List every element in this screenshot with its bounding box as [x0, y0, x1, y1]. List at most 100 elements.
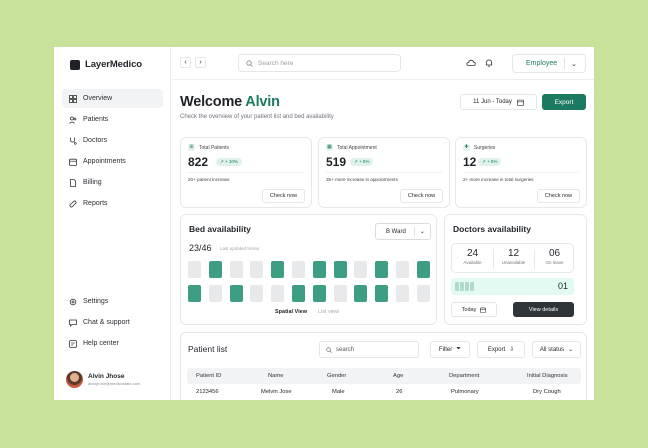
- bed-occupied[interactable]: [333, 261, 347, 278]
- bed-available[interactable]: [250, 261, 264, 278]
- search-input[interactable]: Search here: [238, 54, 401, 72]
- stat-note: 35+ more increase in appointments: [326, 177, 398, 182]
- section-title: Bed availability: [189, 224, 251, 234]
- column-header[interactable]: Patient ID: [196, 373, 222, 379]
- forward-button[interactable]: ›: [195, 57, 206, 68]
- bed-occupied[interactable]: [354, 285, 368, 302]
- page-title: Welcome Alvin: [180, 94, 280, 110]
- sidebar-item-chat-support[interactable]: Chat & support: [62, 313, 163, 332]
- bed-occupied[interactable]: [375, 261, 389, 278]
- stat-change-badge: ↗ + 5%: [478, 158, 502, 166]
- calendar-icon: [69, 158, 77, 166]
- column-header[interactable]: Department: [449, 373, 480, 379]
- bar-slot: [465, 282, 469, 291]
- sidebar-item-label: Settings: [83, 298, 109, 305]
- role-dropdown[interactable]: Employee ⌄: [512, 54, 586, 73]
- check-now-button[interactable]: Check now: [400, 189, 443, 203]
- column-header[interactable]: Age: [393, 373, 404, 379]
- tab-spatial-view[interactable]: Spatial View: [275, 309, 307, 315]
- app-logo[interactable]: LayerMedico: [70, 59, 142, 70]
- bed-occupied[interactable]: [229, 285, 243, 302]
- view-details-button[interactable]: View details: [513, 302, 574, 317]
- bed-occupied[interactable]: [312, 261, 326, 278]
- role-label: Employee: [526, 60, 558, 67]
- bell-icon[interactable]: [484, 58, 494, 68]
- patient-search-input[interactable]: search: [319, 341, 419, 358]
- status-dropdown[interactable]: All status ⌄: [532, 341, 581, 358]
- stat-value: 24: [466, 248, 479, 259]
- last-updated: Last updated 5mins: [220, 246, 260, 251]
- bed-available[interactable]: [416, 285, 430, 302]
- doctors-availability-panel: Doctors availability 24 Available 12 Una…: [444, 214, 587, 325]
- trend-up-icon: ↗: [354, 159, 360, 164]
- sidebar-item-settings[interactable]: Settings: [62, 292, 163, 311]
- sidebar: LayerMedico Overview Patients Doctors Ap…: [54, 47, 171, 400]
- sidebar-item-doctors[interactable]: Doctors: [62, 131, 163, 150]
- bed-occupied[interactable]: [208, 261, 222, 278]
- help-icon: [69, 339, 77, 348]
- divider: [326, 172, 442, 173]
- avatar: [66, 371, 83, 388]
- bed-occupied[interactable]: [271, 261, 285, 278]
- chevron-down-icon: ⌄: [419, 229, 425, 235]
- bed-available[interactable]: [188, 261, 201, 278]
- sidebar-item-appointments[interactable]: Appointments: [62, 152, 163, 171]
- stat-change: + 10%: [225, 159, 238, 164]
- divider: [564, 58, 566, 69]
- back-button[interactable]: ‹: [180, 57, 191, 68]
- stat-change-badge: ↗ + 5%: [350, 158, 374, 166]
- filter-button[interactable]: Filter ⏷: [430, 341, 470, 358]
- bed-available[interactable]: [229, 261, 243, 278]
- stat-note: 20+ patient increase: [188, 177, 230, 182]
- cloud-icon[interactable]: [466, 58, 476, 68]
- bed-occupied[interactable]: [416, 261, 430, 278]
- column-header[interactable]: Gender: [327, 373, 347, 379]
- bed-available[interactable]: [208, 285, 222, 302]
- sidebar-item-reports[interactable]: Reports: [62, 194, 163, 213]
- bed-available[interactable]: [292, 261, 305, 278]
- check-now-button[interactable]: Check now: [537, 189, 580, 203]
- export-button[interactable]: Export: [542, 94, 586, 110]
- scalpel-icon: ✚: [463, 144, 470, 151]
- stat-value: 519: [326, 155, 347, 169]
- date-range-picker[interactable]: 11 Jun - Today: [460, 94, 537, 110]
- bar-slot: [460, 282, 464, 291]
- sidebar-item-overview[interactable]: Overview: [62, 89, 163, 108]
- bed-occupied[interactable]: [312, 285, 326, 302]
- check-now-button[interactable]: Check now: [262, 189, 305, 203]
- bed-available[interactable]: [354, 261, 368, 278]
- chat-icon: [69, 319, 77, 327]
- bed-available[interactable]: [271, 285, 285, 302]
- bed-available[interactable]: [333, 285, 347, 302]
- stat-change-badge: ↗ + 10%: [216, 158, 242, 166]
- column-header[interactable]: Initial Diagnosis: [527, 373, 568, 379]
- sidebar-item-label: Help center: [83, 340, 119, 347]
- table-header: Patient ID Name Gender Age Department In…: [187, 368, 581, 384]
- stat-card-total-patients: ⊞ Total Patients 822 ↗ + 10% 20+ patient…: [180, 137, 312, 208]
- user-name: Alvin Jhose: [88, 373, 125, 380]
- column-header[interactable]: Name: [268, 373, 284, 379]
- bed-available[interactable]: [396, 285, 409, 302]
- bed-occupied[interactable]: [188, 285, 201, 302]
- section-title: Doctors availability: [453, 224, 531, 234]
- user-profile[interactable]: Alvin Jhose alvinjhose@medicotdata.com: [66, 371, 140, 388]
- bed-occupied[interactable]: [375, 285, 389, 302]
- export-button[interactable]: Export ⇩: [477, 341, 525, 358]
- chevron-left-icon: ‹: [184, 59, 187, 66]
- stat-title: Total Appointment: [337, 144, 377, 151]
- sidebar-item-billing[interactable]: Billing: [62, 173, 163, 192]
- ward-dropdown[interactable]: B Ward ⌄: [375, 223, 431, 240]
- tab-list-view[interactable]: List view: [318, 309, 340, 315]
- sidebar-item-patients[interactable]: Patients: [62, 110, 163, 129]
- table-cell: 26: [396, 389, 403, 395]
- export-label: Export: [487, 346, 506, 353]
- ward-label: B Ward: [386, 228, 406, 235]
- today-button[interactable]: Today: [451, 302, 497, 317]
- bed-occupied[interactable]: [292, 285, 305, 302]
- divider: [463, 172, 579, 173]
- sidebar-item-help-center[interactable]: Help center: [62, 334, 163, 353]
- bed-available[interactable]: [250, 285, 264, 302]
- table-cell: Pulmonary: [451, 389, 479, 395]
- bed-available[interactable]: [396, 261, 409, 278]
- stat-value: 822: [188, 155, 209, 169]
